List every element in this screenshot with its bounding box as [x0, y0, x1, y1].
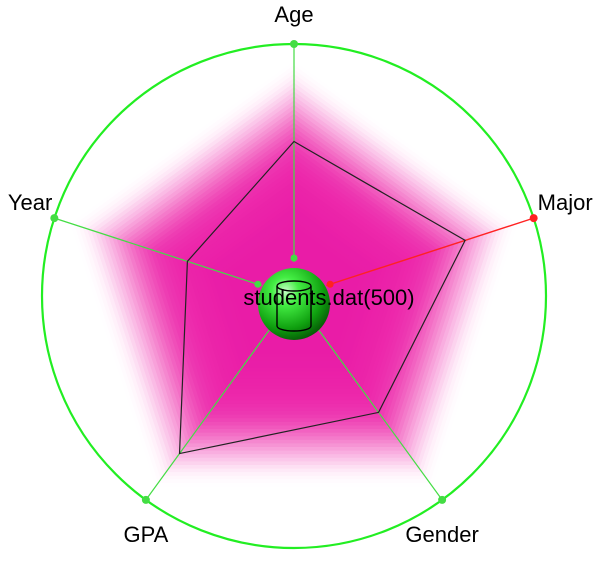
axis-label-gender[interactable]: Gender — [405, 522, 478, 547]
axis-handle-gpa[interactable] — [141, 495, 150, 504]
axis-line-gpa[interactable] — [145, 323, 275, 501]
axis-label-age[interactable]: Age — [274, 2, 313, 27]
center-sphere[interactable] — [258, 268, 330, 340]
axis-label-gpa[interactable]: GPA — [123, 522, 168, 547]
axis-labels: Age Major Gender GPA Year — [8, 2, 593, 547]
axis-handle-major[interactable] — [529, 214, 538, 223]
axis-inner-dot-age — [290, 254, 298, 262]
axis-inner-dot-major — [326, 280, 334, 288]
center-sphere-ball[interactable] — [258, 268, 330, 340]
axis-line-major[interactable] — [326, 217, 534, 287]
axis-handle-age[interactable] — [290, 40, 298, 48]
axis-label-major[interactable]: Major — [538, 190, 593, 215]
center-label: students.dat(500) — [243, 285, 414, 310]
axis-line-gender[interactable] — [313, 323, 443, 501]
axis-line-year[interactable] — [54, 217, 262, 287]
database-cylinder-icon — [276, 280, 312, 332]
data-polygon — [178, 140, 466, 455]
axis-handle-gender[interactable] — [438, 495, 447, 504]
axis-label-year[interactable]: Year — [8, 190, 52, 215]
axis-inner-dot-year — [254, 280, 262, 288]
axis-handle-year[interactable] — [50, 214, 59, 223]
